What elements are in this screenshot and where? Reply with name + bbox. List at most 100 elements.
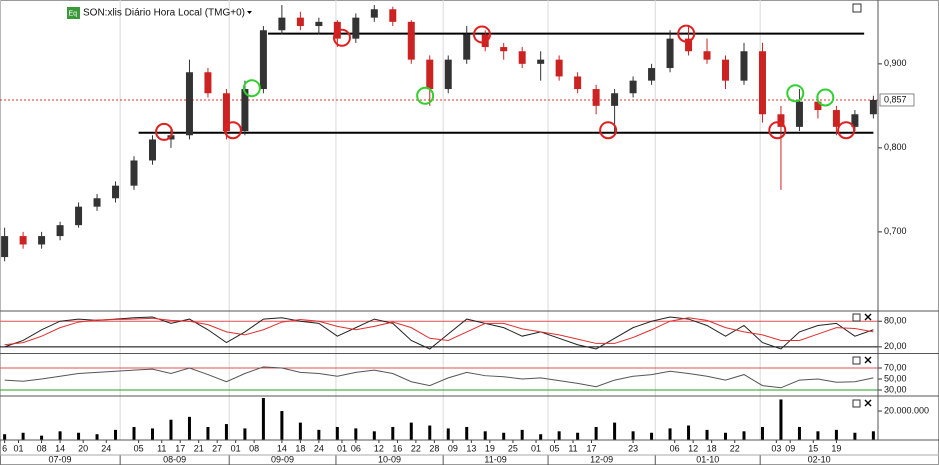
volume-bar [594, 426, 598, 440]
candle-body [222, 93, 230, 132]
x-tick-label: 09 [448, 443, 458, 453]
candle-body [666, 38, 674, 69]
signal-marker [816, 88, 835, 107]
x-tick-label: 03 [771, 443, 781, 453]
maximize-button[interactable] [852, 3, 862, 13]
candle-body [722, 59, 730, 81]
volume-bar [502, 432, 506, 440]
legend-title[interactable]: SON:xlis Diário Hora Local (TMG+0) [83, 8, 245, 19]
month-label: 01-10 [696, 454, 719, 464]
volume-bar [206, 426, 210, 440]
candle-body [685, 38, 693, 52]
x-tick-label: 11 [157, 443, 166, 453]
signal-marker [599, 121, 618, 140]
y-tick-label: 0,700 [884, 226, 907, 236]
volume-bar [797, 426, 801, 440]
candle-body [629, 80, 637, 94]
candle-body [112, 185, 120, 199]
signal-marker [242, 79, 261, 98]
maximize-button[interactable] [852, 313, 861, 322]
x-tick-label: 6 [2, 443, 7, 453]
volume-bar [428, 425, 432, 440]
volume-bar [77, 432, 81, 440]
close-button[interactable] [864, 399, 872, 407]
volume-bar [631, 431, 635, 440]
x-tick-label: 14 [277, 443, 287, 453]
x-tick-label: 08 [249, 443, 259, 453]
candle-body [795, 101, 803, 127]
y-tick-label: 20,00 [884, 341, 907, 351]
signal-marker [786, 84, 805, 103]
signal-marker [416, 86, 435, 105]
volume-bar [539, 434, 543, 440]
candle-body [38, 236, 46, 245]
maximize-button[interactable] [852, 356, 861, 365]
x-tick-label: 19 [831, 443, 841, 453]
close-button[interactable] [864, 356, 872, 364]
x-tick-label: 27 [212, 443, 222, 453]
volume-bar [224, 424, 228, 440]
x-tick-label: 22 [411, 443, 421, 453]
volume-bar [114, 429, 118, 440]
volume-bar [187, 416, 191, 440]
candle-body [518, 51, 526, 64]
volume-bar [668, 428, 672, 440]
candle-body [93, 198, 101, 207]
candle-body [537, 59, 545, 64]
indicator-line [4, 316, 874, 350]
volume-bar [520, 429, 524, 440]
volume-bar [335, 426, 339, 440]
maximize-button[interactable] [852, 399, 861, 408]
y-tick-label: 0,900 [884, 58, 907, 68]
volume-bar [834, 429, 838, 440]
y-tick-label: 70,00 [884, 362, 907, 372]
candle-body [259, 30, 267, 90]
x-tick-label: 06 [670, 443, 680, 453]
x-tick-label: 12 [688, 443, 698, 453]
volume-bar [261, 398, 265, 440]
close-button[interactable] [864, 313, 872, 321]
candle-body [296, 17, 304, 27]
x-tick-label: 05 [550, 443, 560, 453]
volume-bar [298, 422, 302, 440]
x-tick-label: 16 [392, 443, 402, 453]
x-tick-label: 01 [231, 443, 241, 453]
candle-body [574, 76, 582, 90]
volume-bar [650, 432, 654, 440]
candle-body [851, 114, 859, 127]
candle-body [352, 17, 360, 39]
month-label: 09-09 [271, 454, 294, 464]
candle-body [204, 72, 212, 94]
x-tick-label: 06 [351, 443, 361, 453]
x-tick-label: 11 [568, 443, 577, 453]
volume-bar [3, 434, 7, 440]
volume-bar [317, 429, 321, 440]
volume-bar [21, 432, 25, 440]
x-tick-label: 21 [194, 443, 204, 453]
x-tick-label: 25 [508, 443, 518, 453]
x-tick-label: 08 [37, 443, 47, 453]
x-tick-label: 18 [707, 443, 717, 453]
volume-bar [687, 425, 691, 440]
x-tick-label: 22 [730, 443, 740, 453]
volume-bar [613, 422, 617, 440]
y-tick-label: 50,00 [884, 373, 907, 383]
candle-body [389, 9, 397, 22]
month-label: 08-09 [163, 454, 186, 464]
candle-body [75, 206, 83, 226]
candle-body [19, 236, 27, 245]
candle-body [130, 160, 138, 186]
volume-bar [95, 434, 99, 440]
volume-bar [742, 431, 746, 440]
x-tick-label: 13 [466, 443, 476, 453]
x-tick-label: 18 [295, 443, 305, 453]
candle-body [611, 93, 619, 106]
candle-body [463, 34, 471, 60]
candle-body [148, 139, 156, 161]
x-tick-label: 28 [429, 443, 439, 453]
signal-marker [768, 121, 787, 140]
candle-body [241, 89, 249, 132]
candle-body [444, 59, 452, 90]
